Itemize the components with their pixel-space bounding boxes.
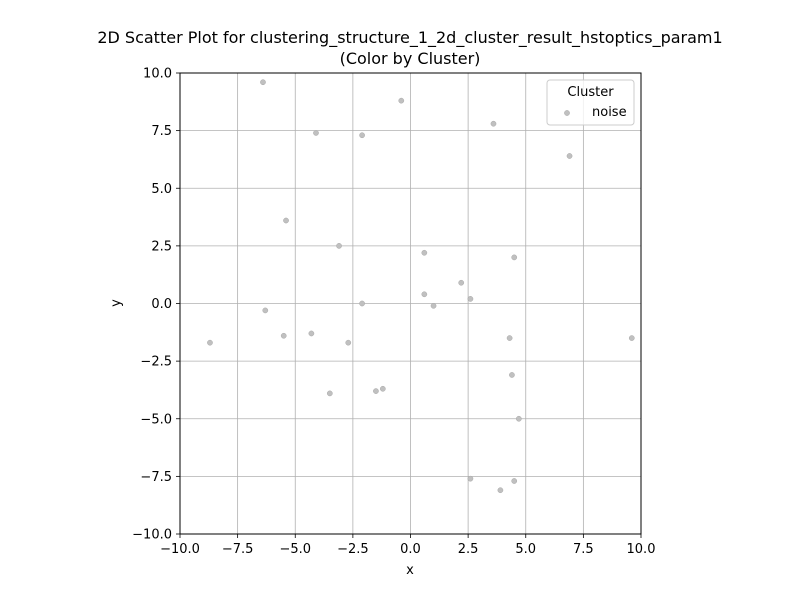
- x-axis-label: x: [406, 563, 414, 578]
- x-tick-label: 5.0: [515, 542, 536, 557]
- scatter-point-noise: [262, 307, 269, 314]
- y-tick-label: −7.5: [140, 470, 172, 485]
- scatter-point-noise: [326, 390, 333, 397]
- scatter-point-noise: [421, 249, 428, 256]
- scatter-point-noise: [283, 217, 289, 224]
- x-axis-ticks: −10.0 −7.5 −5.0 −2.5 0.0 2.5 5.0 7.5 10.0: [160, 534, 655, 557]
- x-tick-label: −2.5: [337, 542, 369, 557]
- scatter-point-noise: [458, 279, 465, 286]
- scatter-point-noise: [511, 478, 518, 484]
- scatter-point-noise: [430, 302, 437, 309]
- legend-entry-noise: noise: [592, 105, 627, 120]
- scatter-point-noise: [280, 332, 287, 339]
- scatter-point-noise: [345, 339, 352, 346]
- scatter-point-noise: [628, 335, 635, 341]
- y-axis-label: y: [109, 299, 124, 307]
- data-points: [207, 79, 635, 494]
- grid-lines: [179, 72, 642, 535]
- scatter-point-noise: [359, 132, 365, 139]
- scatter-point-noise: [207, 339, 213, 346]
- scatter-point-noise: [566, 153, 573, 159]
- scatter-point-noise: [260, 79, 266, 86]
- scatter-point-noise: [313, 130, 319, 136]
- chart-subtitle: (Color by Cluster): [340, 49, 481, 68]
- y-tick-label: 2.5: [151, 239, 172, 254]
- y-tick-label: 0.0: [151, 297, 172, 312]
- y-tick-label: −10.0: [132, 528, 172, 543]
- scatter-point-noise: [421, 291, 428, 298]
- scatter-point-noise: [490, 120, 497, 127]
- x-tick-label: −5.0: [279, 542, 311, 557]
- scatter-point-noise: [379, 385, 386, 392]
- legend-title: Cluster: [567, 85, 614, 100]
- y-axis-ticks: −10.0 −7.5 −5.0 −2.5 0.0 2.5 5.0 7.5 10.0: [132, 67, 180, 543]
- x-tick-label: 0.0: [400, 542, 421, 557]
- y-tick-label: −5.0: [140, 412, 172, 427]
- scatter-point-noise: [359, 300, 365, 307]
- x-tick-label: 10.0: [627, 542, 656, 557]
- scatter-point-noise: [398, 97, 405, 104]
- legend-marker-noise: [564, 110, 570, 116]
- x-tick-label: 2.5: [458, 542, 479, 557]
- y-tick-label: 10.0: [143, 67, 172, 82]
- y-tick-label: 7.5: [151, 124, 172, 139]
- y-tick-label: 5.0: [151, 182, 172, 197]
- scatter-point-noise: [497, 487, 504, 494]
- x-tick-label: −10.0: [160, 542, 200, 557]
- scatter-point-noise: [509, 372, 515, 378]
- legend: Cluster noise: [546, 79, 635, 126]
- x-tick-label: −7.5: [222, 542, 254, 557]
- scatter-point-noise: [467, 475, 474, 482]
- scatter-point-noise: [506, 335, 513, 341]
- scatter-point-noise: [308, 330, 315, 337]
- scatter-point-noise: [336, 243, 342, 249]
- y-tick-label: −2.5: [140, 355, 172, 370]
- scatter-point-noise: [515, 415, 522, 422]
- chart-title: 2D Scatter Plot for clustering_structure…: [97, 28, 722, 48]
- x-tick-label: 7.5: [573, 542, 594, 557]
- scatter-point-noise: [373, 388, 379, 394]
- scatter-point-noise: [467, 296, 474, 302]
- scatter-point-noise: [511, 254, 518, 261]
